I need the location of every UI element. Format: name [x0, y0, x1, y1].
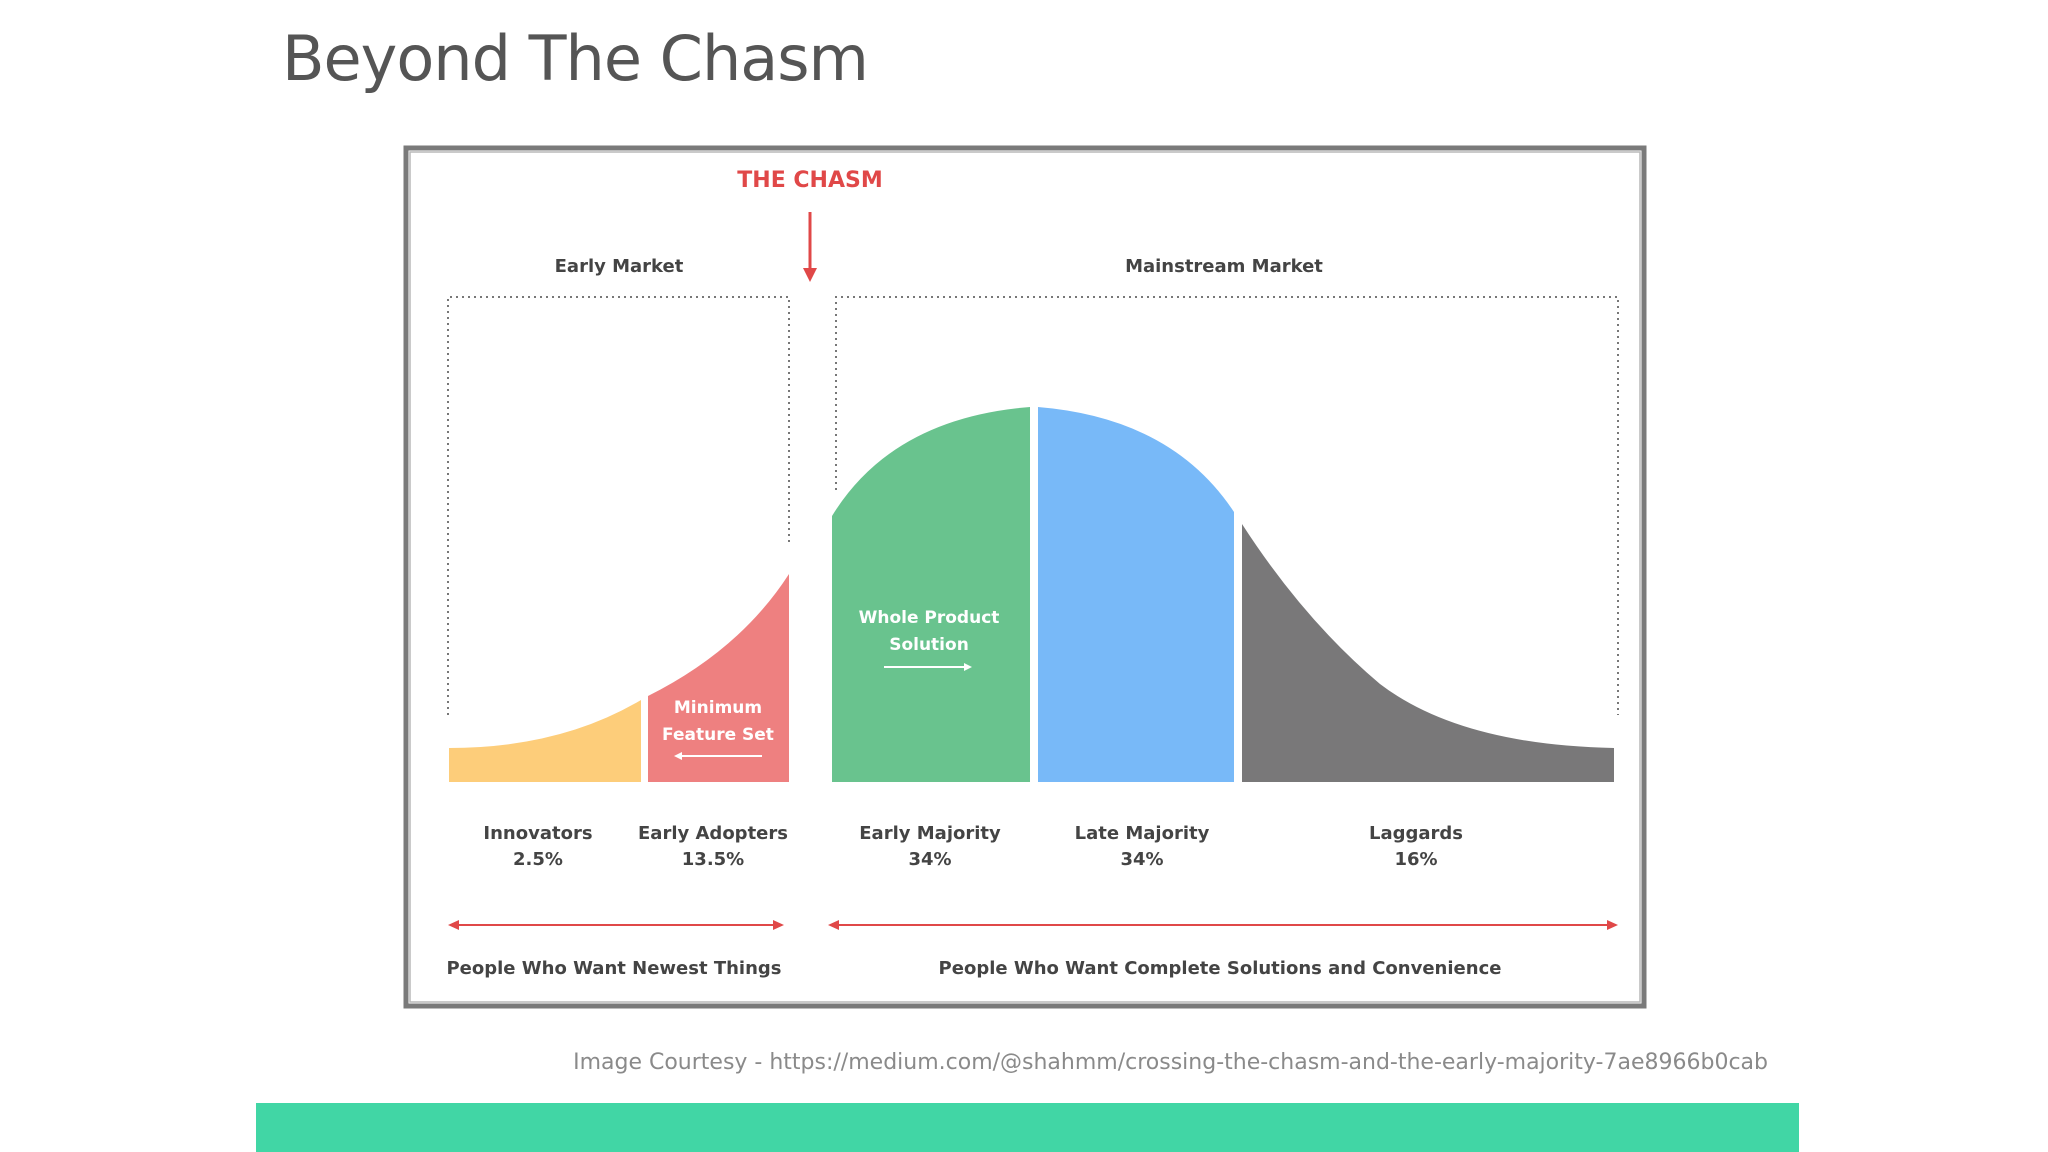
segment-percent-early-majority: 34% [908, 849, 951, 870]
segment-percent-late-majority: 34% [1120, 849, 1163, 870]
footer-accent-bar [256, 1103, 1799, 1152]
segment-early-majority [832, 407, 1030, 782]
segment-percent-early-adopters: 13.5% [682, 849, 744, 870]
diagram-frame-inner [409, 151, 1641, 1003]
segment-label-late-majority: Late Majority [1075, 823, 1210, 844]
min-feature-arrow-head [674, 752, 682, 760]
segment-percent-innovators: 2.5% [513, 849, 563, 870]
whole-product-line1: Whole Product [859, 608, 1000, 628]
chasm-label: THE CHASM [737, 168, 882, 193]
early-market-box [447, 296, 790, 715]
mainstream-market-label: Mainstream Market [1125, 256, 1323, 277]
image-courtesy: Image Courtesy - https://medium.com/@sha… [573, 1050, 1768, 1075]
segment-laggards [1242, 524, 1614, 782]
right-span-arrow-head-right [1607, 920, 1618, 930]
segment-label-early-adopters: Early Adopters [638, 823, 788, 844]
segment-percent-laggards: 16% [1394, 849, 1437, 870]
caption-newest-things: People Who Want Newest Things [446, 958, 781, 979]
min-feature-set-line2: Feature Set [662, 725, 774, 745]
right-span-arrow-head-left [828, 920, 839, 930]
left-span-arrow-head-right [773, 920, 784, 930]
whole-product-arrow-head [964, 663, 972, 671]
whole-product-line2: Solution [889, 635, 969, 655]
slide-title: Beyond The Chasm [282, 22, 869, 95]
segment-label-early-majority: Early Majority [859, 823, 1001, 844]
left-span-arrow-head-left [448, 920, 459, 930]
caption-complete-solutions: People Who Want Complete Solutions and C… [939, 958, 1502, 979]
segment-innovators [449, 700, 641, 782]
segment-label-innovators: Innovators [483, 823, 592, 844]
chasm-arrow-head [803, 268, 817, 282]
segment-early-adopters [648, 574, 789, 782]
segment-label-laggards: Laggards [1369, 823, 1463, 844]
early-market-label: Early Market [555, 256, 684, 277]
min-feature-set-line1: Minimum [674, 698, 762, 718]
segment-late-majority [1038, 407, 1234, 782]
mainstream-market-box [835, 296, 1619, 715]
